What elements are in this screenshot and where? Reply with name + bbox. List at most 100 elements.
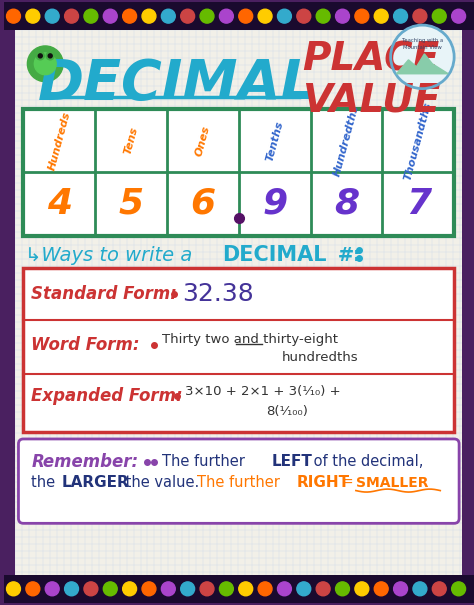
Circle shape xyxy=(200,582,214,596)
Text: Standard Form:: Standard Form: xyxy=(31,285,177,303)
Circle shape xyxy=(7,582,20,596)
Text: hundredths: hundredths xyxy=(282,351,358,364)
Circle shape xyxy=(393,582,408,596)
Bar xyxy=(4,30,16,575)
Text: 32.38: 32.38 xyxy=(182,282,254,306)
Circle shape xyxy=(336,9,349,23)
Text: Remember:: Remember: xyxy=(31,453,138,471)
Circle shape xyxy=(181,9,195,23)
Text: 8(¹⁄₁₀₀): 8(¹⁄₁₀₀) xyxy=(266,405,309,417)
Text: DECIMAL: DECIMAL xyxy=(222,246,327,266)
Circle shape xyxy=(161,9,175,23)
Circle shape xyxy=(123,9,137,23)
Text: SMALLER: SMALLER xyxy=(356,476,428,489)
Bar xyxy=(4,2,474,30)
Circle shape xyxy=(64,9,79,23)
Text: Expanded Form:: Expanded Form: xyxy=(31,387,183,405)
Text: 9: 9 xyxy=(262,187,287,221)
Text: the: the xyxy=(31,475,60,490)
Text: RIGHT: RIGHT xyxy=(296,475,349,490)
Text: LEFT: LEFT xyxy=(272,454,312,469)
Text: Word Form:: Word Form: xyxy=(31,336,140,354)
Bar xyxy=(462,30,474,575)
Circle shape xyxy=(316,9,330,23)
Text: 8: 8 xyxy=(334,187,359,221)
Circle shape xyxy=(161,582,175,596)
Circle shape xyxy=(123,582,137,596)
Text: Thirty two and thirty-eight: Thirty two and thirty-eight xyxy=(163,333,338,346)
Circle shape xyxy=(84,582,98,596)
Circle shape xyxy=(336,582,349,596)
Text: of the decimal,: of the decimal, xyxy=(309,454,424,469)
Text: The further: The further xyxy=(197,475,284,490)
Circle shape xyxy=(258,9,272,23)
Circle shape xyxy=(374,9,388,23)
Circle shape xyxy=(103,9,117,23)
Text: Hundreds: Hundreds xyxy=(46,110,72,172)
Text: DECIMAL: DECIMAL xyxy=(38,57,317,111)
Circle shape xyxy=(277,9,292,23)
Circle shape xyxy=(239,9,253,23)
Circle shape xyxy=(432,582,446,596)
Text: ↳Ways to write a: ↳Ways to write a xyxy=(26,246,199,265)
Circle shape xyxy=(45,9,59,23)
Circle shape xyxy=(391,25,454,88)
Circle shape xyxy=(432,9,446,23)
Text: Tens: Tens xyxy=(123,126,139,156)
Circle shape xyxy=(36,52,44,60)
Text: :: : xyxy=(353,246,361,265)
Circle shape xyxy=(46,52,54,60)
Circle shape xyxy=(26,9,40,23)
Text: 6: 6 xyxy=(191,187,216,221)
Text: Hundredths: Hundredths xyxy=(332,104,361,178)
FancyBboxPatch shape xyxy=(18,439,459,523)
Circle shape xyxy=(142,9,156,23)
Circle shape xyxy=(200,9,214,23)
Circle shape xyxy=(26,582,40,596)
Circle shape xyxy=(297,582,311,596)
Text: the value.: the value. xyxy=(121,475,208,490)
Circle shape xyxy=(103,582,117,596)
Circle shape xyxy=(239,582,253,596)
Circle shape xyxy=(393,9,408,23)
Circle shape xyxy=(374,582,388,596)
Text: Tenths: Tenths xyxy=(264,120,285,162)
Circle shape xyxy=(48,54,52,58)
Text: =: = xyxy=(341,476,353,489)
Circle shape xyxy=(219,582,233,596)
Circle shape xyxy=(258,582,272,596)
Text: Teaching with a
Mountain View: Teaching with a Mountain View xyxy=(402,38,443,50)
Circle shape xyxy=(27,46,63,82)
Circle shape xyxy=(355,582,369,596)
Text: 3×10 + 2×1 + 3(¹⁄₁₀) +: 3×10 + 2×1 + 3(¹⁄₁₀) + xyxy=(185,385,341,398)
Circle shape xyxy=(84,9,98,23)
Text: 5: 5 xyxy=(118,187,144,221)
Bar xyxy=(23,110,454,235)
Bar xyxy=(4,575,474,603)
Text: The further: The further xyxy=(163,454,250,469)
Text: Thousandths: Thousandths xyxy=(403,100,434,182)
Circle shape xyxy=(45,582,59,596)
Circle shape xyxy=(413,9,427,23)
Circle shape xyxy=(277,582,292,596)
Circle shape xyxy=(181,582,195,596)
Circle shape xyxy=(38,54,42,58)
Circle shape xyxy=(413,582,427,596)
Text: #: # xyxy=(331,246,355,265)
Circle shape xyxy=(7,9,20,23)
Bar xyxy=(23,268,454,432)
Circle shape xyxy=(219,9,233,23)
Text: 4: 4 xyxy=(47,187,72,221)
Circle shape xyxy=(355,9,369,23)
Text: PLACE
VALUE: PLACE VALUE xyxy=(301,40,440,119)
Circle shape xyxy=(142,582,156,596)
Circle shape xyxy=(452,582,465,596)
Circle shape xyxy=(64,582,79,596)
Text: Ones: Ones xyxy=(194,125,212,157)
Text: LARGER: LARGER xyxy=(61,475,129,490)
Polygon shape xyxy=(397,54,448,74)
Circle shape xyxy=(297,9,311,23)
Circle shape xyxy=(316,582,330,596)
Circle shape xyxy=(452,9,465,23)
Text: 7: 7 xyxy=(406,187,431,221)
